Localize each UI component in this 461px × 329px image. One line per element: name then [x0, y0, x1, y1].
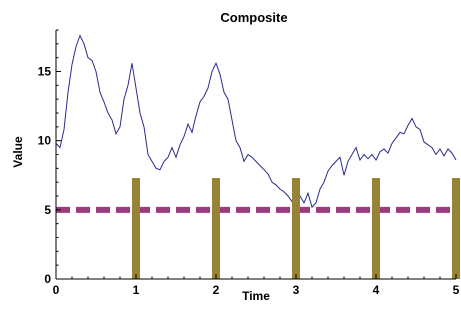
y-tick-label: 5 [44, 203, 51, 217]
y-tick-label: 15 [38, 65, 52, 79]
x-tick-label: 4 [373, 283, 380, 297]
x-tick-label: 1 [133, 283, 140, 297]
x-tick-label: 0 [53, 283, 60, 297]
chart-title: Composite [220, 10, 287, 25]
y-tick-label: 10 [38, 134, 52, 148]
series-line [55, 34, 457, 209]
plot-area [55, 34, 460, 279]
x-axis-label: Time [242, 289, 270, 303]
bar [132, 178, 140, 279]
x-tick-label: 5 [453, 283, 460, 297]
bar [292, 178, 300, 279]
y-tick-label: 0 [44, 272, 51, 286]
y-axis-label: Value [11, 136, 25, 168]
bar [452, 178, 460, 279]
bar [372, 178, 380, 279]
x-tick-label: 2 [213, 283, 220, 297]
bar [212, 178, 220, 279]
axes: 0 1 2 3 4 5 0 5 10 15 [38, 29, 460, 297]
x-tick-label: 3 [293, 283, 300, 297]
